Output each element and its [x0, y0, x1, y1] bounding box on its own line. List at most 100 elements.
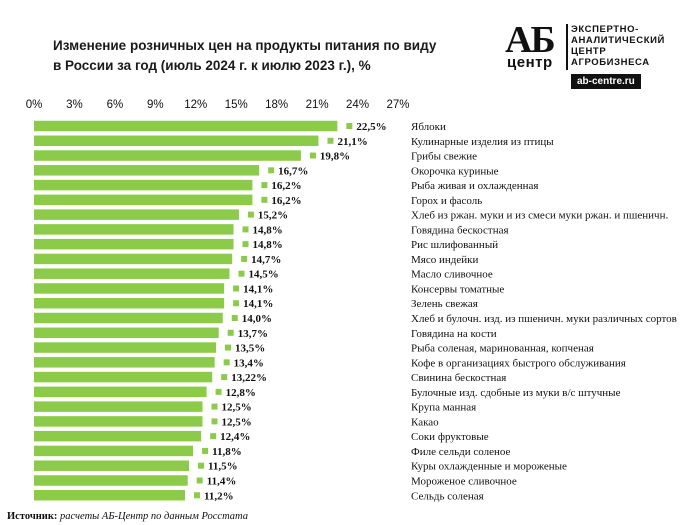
category-label: Куры охлажденные и мороженые: [411, 461, 567, 473]
bar: [34, 371, 213, 383]
bar: [34, 475, 188, 486]
data-label-marker: [215, 388, 222, 395]
data-label: 19,8%: [320, 151, 350, 163]
bar: [34, 327, 219, 339]
logo-line-1: ЭКСПЕРТНО-: [571, 24, 639, 35]
bar: [34, 460, 190, 471]
logo-text: ЭКСПЕРТНО- АНАЛИТИЧЕСКИЙ ЦЕНТР АГРОБИЗНЕ…: [571, 24, 665, 68]
category-label: Окорочка куриные: [411, 165, 499, 177]
data-label: 21,1%: [337, 136, 367, 148]
x-tick-label: 27%: [386, 99, 409, 111]
bar: [34, 253, 233, 265]
bar: [34, 238, 234, 250]
x-tick-label: 24%: [346, 99, 369, 111]
data-label-marker: [242, 241, 249, 248]
x-tick-label: 9%: [147, 99, 164, 111]
data-label: 14,8%: [253, 224, 283, 236]
data-label: 13,7%: [238, 328, 268, 340]
data-label: 11,2%: [204, 490, 234, 502]
data-label: 22,5%: [356, 121, 386, 133]
category-label: Крупа манная: [411, 402, 476, 414]
logo-url: ab-centre.ru: [571, 74, 641, 89]
x-tick-label: 18%: [265, 99, 288, 111]
bar: [34, 297, 225, 309]
category-label: Говядина на кости: [411, 328, 497, 340]
data-label: 13,4%: [234, 357, 264, 369]
category-label: Соки фруктовые: [411, 431, 489, 443]
data-label: 16,2%: [271, 195, 301, 207]
data-label: 14,1%: [243, 298, 273, 310]
source-label: Источник:: [7, 511, 58, 522]
data-label: 11,5%: [208, 461, 238, 473]
chart-title: Изменение розничных цен на продукты пита…: [53, 36, 473, 76]
data-label: 14,0%: [242, 313, 272, 325]
x-tick-label: 0%: [26, 99, 43, 111]
category-label: Хлеб и булочн. изд. из пшеничн. муки раз…: [411, 313, 677, 325]
category-label: Горох и фасоль: [411, 195, 482, 207]
category-label: Масло сливочное: [411, 269, 493, 281]
data-label-marker: [202, 447, 209, 454]
data-label-marker: [221, 374, 228, 381]
data-label: 12,4%: [220, 431, 250, 443]
ab-centre-logo: АБ центр ЭКСПЕРТНО- АНАЛИТИЧЕСКИЙ ЦЕНТР …: [505, 19, 695, 92]
logo-line-2: АНАЛИТИЧЕСКИЙ: [571, 35, 665, 46]
category-label: Филе сельди соленое: [411, 446, 510, 458]
bar: [34, 135, 319, 147]
bar: [34, 283, 225, 294]
data-label-marker: [227, 329, 234, 336]
data-label: 12,5%: [222, 402, 252, 414]
category-label: Кофе в организациях быстрого обслуживани…: [411, 357, 626, 369]
chart-title-line-1: Изменение розничных цен на продукты пита…: [53, 38, 437, 53]
x-tick-label: 15%: [225, 99, 248, 111]
data-label: 14,5%: [248, 269, 278, 281]
data-label: 13,5%: [235, 343, 265, 355]
data-label-marker: [268, 167, 275, 174]
logo-line-3: ЦЕНТР: [571, 46, 607, 57]
data-label-marker: [309, 152, 316, 159]
category-label: Грибы свежие: [411, 151, 477, 163]
bar: [34, 194, 253, 206]
data-label-marker: [210, 433, 217, 440]
category-label: Сельдь соленая: [411, 490, 484, 502]
category-label: Свинина бескостная: [411, 372, 506, 384]
category-label: Рис шлифованный: [411, 239, 498, 251]
bar: [34, 209, 239, 220]
source-note: Источник: расчеты АБ-Центр по данным Рос…: [7, 511, 248, 522]
category-label: Рыба соленая, маринованная, копченая: [411, 343, 594, 355]
logo-divider: [566, 24, 568, 70]
bar: [34, 268, 230, 279]
category-label: Говядина бескостная: [411, 224, 509, 236]
source-text: расчеты АБ-Центр по данным Росстата: [60, 511, 248, 522]
data-label-marker: [241, 255, 248, 262]
data-label: 14,8%: [253, 239, 283, 251]
category-label: Рыба живая и охлажденная: [411, 180, 539, 192]
bar: [34, 312, 223, 324]
chart-title-line-2: в России за год (июль 2024 г. к июлю 202…: [53, 58, 371, 73]
data-label-marker: [223, 359, 230, 366]
bar: [34, 416, 203, 427]
data-label-marker: [225, 344, 231, 351]
data-label: 16,2%: [271, 180, 301, 192]
bar: [34, 445, 194, 457]
bar: [34, 357, 215, 368]
data-label: 14,1%: [243, 283, 273, 295]
category-label: Какао: [411, 416, 439, 428]
data-label: 12,5%: [222, 416, 252, 428]
data-label-marker: [242, 226, 249, 233]
data-label: 16,7%: [278, 165, 308, 177]
data-label-marker: [261, 182, 268, 189]
data-label: 12,8%: [226, 387, 256, 399]
logo-line-4: АГРОБИЗНЕСА: [571, 57, 650, 68]
logo-mark: АБ центр: [505, 19, 567, 74]
logo-mark-sub: центр: [507, 54, 553, 71]
data-label-marker: [196, 477, 203, 484]
data-label-marker: [247, 211, 254, 218]
data-label-marker: [346, 123, 353, 129]
data-label-marker: [261, 196, 268, 203]
category-label: Мороженое сливочное: [411, 475, 517, 487]
bar: [34, 342, 216, 353]
logo-mark-letters: АБ: [505, 19, 556, 61]
data-label-marker: [231, 315, 238, 322]
bar: [34, 150, 301, 161]
